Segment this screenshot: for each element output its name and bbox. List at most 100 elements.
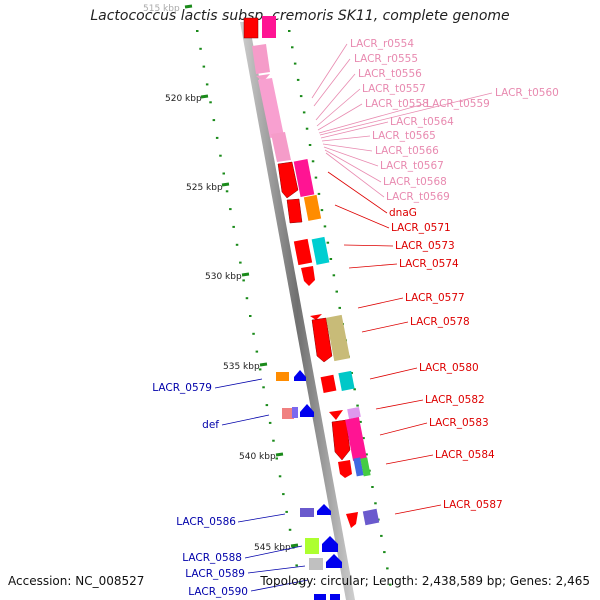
gene-label[interactable]: LACR_t0560: [495, 87, 559, 99]
gene-label[interactable]: LACR_0588: [182, 552, 242, 564]
gene-feature[interactable]: [305, 538, 319, 554]
gene-feature[interactable]: [309, 558, 323, 570]
gene-feature[interactable]: [346, 512, 358, 528]
gene-feature[interactable]: [252, 44, 270, 74]
gene-feature[interactable]: [311, 317, 333, 363]
gene-label[interactable]: LACR_0578: [410, 316, 470, 328]
gene-label[interactable]: LACR_t0566: [375, 145, 439, 157]
track-dot: [356, 404, 359, 407]
gene-feature[interactable]: [314, 594, 326, 600]
track-dot: [323, 225, 327, 228]
gene-feature[interactable]: [243, 17, 259, 39]
gene-label[interactable]: LACR_t0556: [358, 68, 422, 80]
gene-label[interactable]: LACR_0582: [425, 394, 485, 406]
gene-feature[interactable]: [277, 161, 299, 199]
track-dot: [196, 30, 199, 32]
gene-feature[interactable]: [360, 457, 371, 477]
gene-label[interactable]: LACR_0587: [443, 499, 503, 511]
gene-label[interactable]: LACR_0580: [419, 362, 479, 374]
gene-feature[interactable]: [362, 508, 380, 526]
gene-feature[interactable]: [345, 417, 367, 461]
gene-feature[interactable]: [282, 408, 294, 419]
gene-label[interactable]: LACR_0586: [176, 516, 236, 528]
gene-feature[interactable]: [286, 198, 303, 224]
gene-feature[interactable]: [294, 370, 306, 381]
track-dot: [215, 136, 219, 139]
gene-feature[interactable]: [256, 74, 270, 82]
track-dot: [365, 453, 368, 456]
gene-label[interactable]: LACR_0573: [395, 240, 455, 252]
gene-label[interactable]: LACR_0590: [188, 586, 248, 598]
gene-feature[interactable]: [262, 16, 276, 38]
gene-label[interactable]: LACR_r0555: [354, 53, 418, 65]
gene-feature[interactable]: [301, 266, 315, 286]
gene-feature[interactable]: [292, 407, 298, 418]
track-dot: [374, 502, 377, 505]
accession-text: Accession: NC_008527: [8, 574, 145, 588]
gene-feature[interactable]: [293, 158, 315, 198]
track-dot: [285, 510, 288, 513]
gene-label[interactable]: LACR_0577: [405, 292, 465, 304]
track-dot: [383, 551, 386, 554]
gene-label[interactable]: LACR_0574: [399, 258, 459, 270]
gene-label[interactable]: LACR_0571: [391, 222, 451, 234]
gene-label[interactable]: LACR_t0564: [390, 116, 454, 128]
track-dot: [296, 78, 300, 81]
gene-label[interactable]: LACR_t0557: [362, 83, 426, 95]
gene-feature[interactable]: [311, 236, 330, 265]
gene-features[interactable]: [243, 16, 380, 600]
gene-feature[interactable]: [293, 238, 313, 266]
track-dot: [225, 190, 229, 193]
gene-label[interactable]: LACR_t0565: [372, 130, 436, 142]
gene-feature[interactable]: [338, 370, 355, 391]
gene-label[interactable]: LACR_0579: [152, 382, 212, 394]
track-dot: [293, 62, 297, 65]
gene-feature[interactable]: [300, 404, 314, 417]
gene-label[interactable]: LACR_0583: [429, 417, 489, 429]
gene-label[interactable]: LACR_t0569: [386, 191, 450, 203]
gene-label[interactable]: LACR_t0568: [383, 176, 447, 188]
gene-label[interactable]: LACR_0589: [185, 568, 245, 580]
gene-label[interactable]: LACR_t0559: [426, 98, 490, 110]
track-dot: [311, 160, 315, 163]
gene-feature[interactable]: [338, 460, 352, 478]
gene-feature[interactable]: [276, 372, 289, 381]
gene-feature[interactable]: [329, 410, 343, 420]
track-dot: [212, 119, 216, 122]
track-dot: [299, 95, 303, 98]
track-dot: [219, 154, 222, 157]
gene-feature[interactable]: [258, 78, 284, 138]
track-dot: [362, 437, 365, 440]
track-dot: [298, 582, 302, 585]
gene-label[interactable]: LACR_t0567: [380, 160, 444, 172]
gene-feature[interactable]: [322, 536, 338, 552]
gene-feature[interactable]: [347, 406, 361, 420]
track-dot: [199, 47, 202, 50]
gene-feature[interactable]: [331, 419, 351, 461]
gene-feature[interactable]: [330, 594, 340, 600]
gene-feature[interactable]: [320, 374, 337, 393]
gene-label[interactable]: LACR_0584: [435, 449, 495, 461]
genome-backbone: [240, 22, 355, 600]
ruler-label-520: 520 kbp: [165, 94, 202, 104]
gene-feature[interactable]: [303, 194, 322, 221]
gene-label[interactable]: LACR_r0554: [350, 38, 414, 50]
gene-feature[interactable]: [271, 132, 291, 162]
gene-feature[interactable]: [317, 504, 331, 515]
gene-feature[interactable]: [310, 314, 322, 320]
gene-labels[interactable]: LACR_r0554 LACR_r0555 LACR_t0556 LACR_t0…: [152, 38, 559, 598]
gene-label[interactable]: def: [202, 419, 219, 431]
gene-feature[interactable]: [325, 314, 351, 362]
gene-feature[interactable]: [300, 508, 314, 517]
gene-label[interactable]: dnaG: [389, 207, 417, 219]
track-dot: [282, 493, 285, 496]
track-dot: [335, 290, 338, 293]
track-dot: [209, 101, 212, 104]
ruler-label-530: 530 kbp: [205, 272, 242, 282]
gene-feature[interactable]: [326, 554, 342, 568]
track-dot: [295, 564, 298, 567]
gene-label[interactable]: LACR_t0558: [365, 98, 429, 110]
track-dot: [302, 111, 306, 114]
track-dot: [268, 421, 272, 424]
